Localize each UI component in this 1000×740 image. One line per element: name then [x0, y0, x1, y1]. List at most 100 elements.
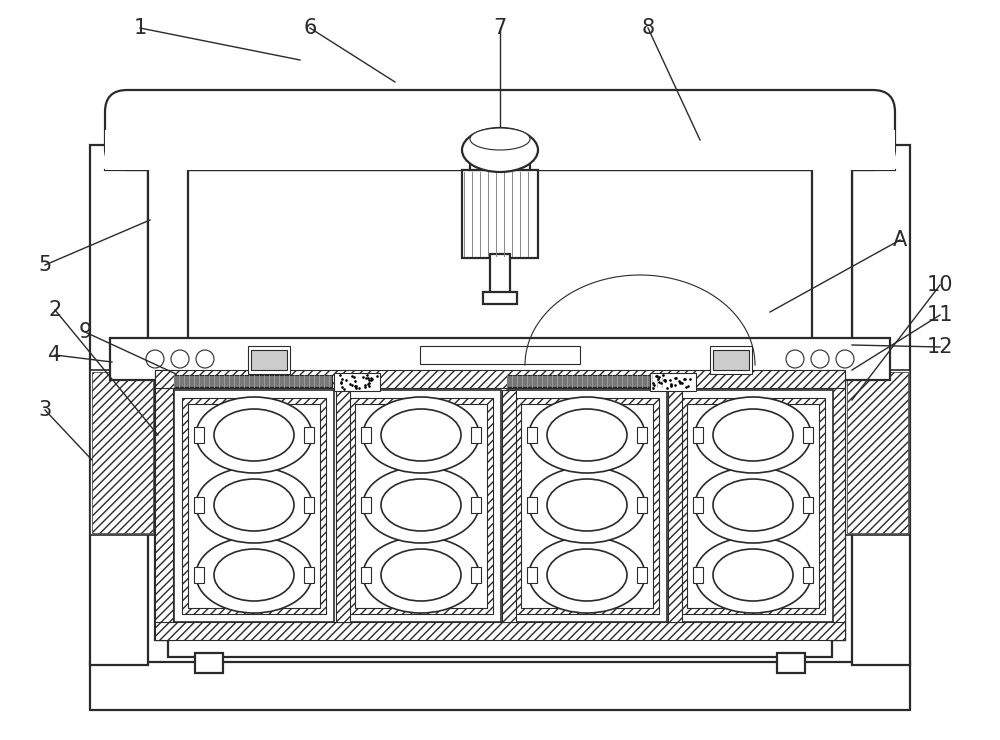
Ellipse shape — [547, 549, 627, 601]
Bar — [110, 338, 890, 380]
Bar — [304, 427, 314, 443]
Ellipse shape — [470, 128, 530, 150]
Bar — [777, 653, 805, 673]
Text: 10: 10 — [927, 275, 953, 295]
Bar — [251, 350, 287, 370]
Bar — [304, 567, 314, 583]
Ellipse shape — [381, 549, 461, 601]
Bar — [420, 346, 580, 364]
Ellipse shape — [695, 467, 811, 543]
Ellipse shape — [695, 397, 811, 473]
Text: 5: 5 — [38, 255, 52, 275]
Bar — [304, 497, 314, 513]
Ellipse shape — [363, 537, 479, 613]
Bar — [687, 404, 819, 608]
Bar — [502, 390, 516, 622]
Bar — [336, 390, 350, 622]
Ellipse shape — [363, 397, 479, 473]
Ellipse shape — [713, 479, 793, 531]
Ellipse shape — [547, 409, 627, 461]
Bar — [470, 154, 530, 170]
Bar — [90, 145, 148, 665]
Circle shape — [196, 350, 214, 368]
Ellipse shape — [381, 479, 461, 531]
Ellipse shape — [547, 479, 627, 531]
Bar — [693, 497, 703, 513]
Bar — [361, 497, 371, 513]
Text: 12: 12 — [927, 337, 953, 357]
Bar — [168, 635, 832, 657]
Bar — [194, 427, 204, 443]
Bar — [194, 567, 204, 583]
Bar — [803, 567, 813, 583]
Bar — [195, 653, 223, 673]
Text: 1: 1 — [133, 18, 147, 38]
Bar — [483, 292, 517, 304]
Text: 7: 7 — [493, 18, 507, 38]
Bar — [155, 370, 173, 640]
Bar — [355, 404, 487, 608]
Ellipse shape — [214, 409, 294, 461]
Bar — [681, 398, 825, 614]
FancyBboxPatch shape — [105, 90, 895, 170]
Bar — [637, 497, 647, 513]
Ellipse shape — [196, 537, 312, 613]
Ellipse shape — [713, 549, 793, 601]
Bar — [105, 130, 895, 170]
Bar — [248, 346, 290, 374]
Text: 9: 9 — [78, 322, 92, 342]
Bar — [507, 390, 667, 622]
Bar — [527, 427, 537, 443]
Circle shape — [836, 350, 854, 368]
Bar — [847, 372, 908, 533]
Ellipse shape — [713, 409, 793, 461]
Ellipse shape — [381, 409, 461, 461]
Ellipse shape — [196, 467, 312, 543]
Bar — [188, 404, 320, 608]
Bar — [521, 404, 653, 608]
Bar — [507, 375, 665, 387]
Circle shape — [811, 350, 829, 368]
Ellipse shape — [529, 397, 645, 473]
Bar — [92, 372, 153, 533]
Circle shape — [146, 350, 164, 368]
Bar — [182, 398, 326, 614]
Ellipse shape — [196, 397, 312, 473]
Bar — [673, 390, 833, 622]
Bar — [90, 370, 155, 535]
Bar — [845, 370, 910, 535]
Ellipse shape — [363, 467, 479, 543]
Bar — [812, 145, 852, 365]
Ellipse shape — [529, 537, 645, 613]
Bar — [693, 567, 703, 583]
Bar — [668, 390, 682, 622]
Bar — [637, 427, 647, 443]
Bar — [155, 370, 845, 388]
Text: 2: 2 — [48, 300, 62, 320]
Text: 6: 6 — [303, 18, 317, 38]
Bar — [827, 370, 845, 640]
Bar — [471, 567, 481, 583]
Bar — [174, 375, 332, 387]
Bar — [471, 497, 481, 513]
Bar — [361, 567, 371, 583]
Bar — [650, 373, 696, 391]
Bar — [490, 254, 510, 296]
Bar — [852, 145, 910, 665]
Bar — [803, 427, 813, 443]
Text: A: A — [893, 230, 907, 250]
Circle shape — [171, 350, 189, 368]
Bar — [349, 398, 493, 614]
Circle shape — [786, 350, 804, 368]
Bar — [148, 145, 188, 365]
Bar — [155, 622, 845, 640]
Bar — [713, 350, 749, 370]
Bar — [515, 398, 659, 614]
Bar — [341, 390, 501, 622]
Ellipse shape — [529, 467, 645, 543]
Bar — [194, 497, 204, 513]
Bar — [471, 427, 481, 443]
Ellipse shape — [214, 549, 294, 601]
Text: 4: 4 — [48, 345, 62, 365]
Bar — [803, 497, 813, 513]
